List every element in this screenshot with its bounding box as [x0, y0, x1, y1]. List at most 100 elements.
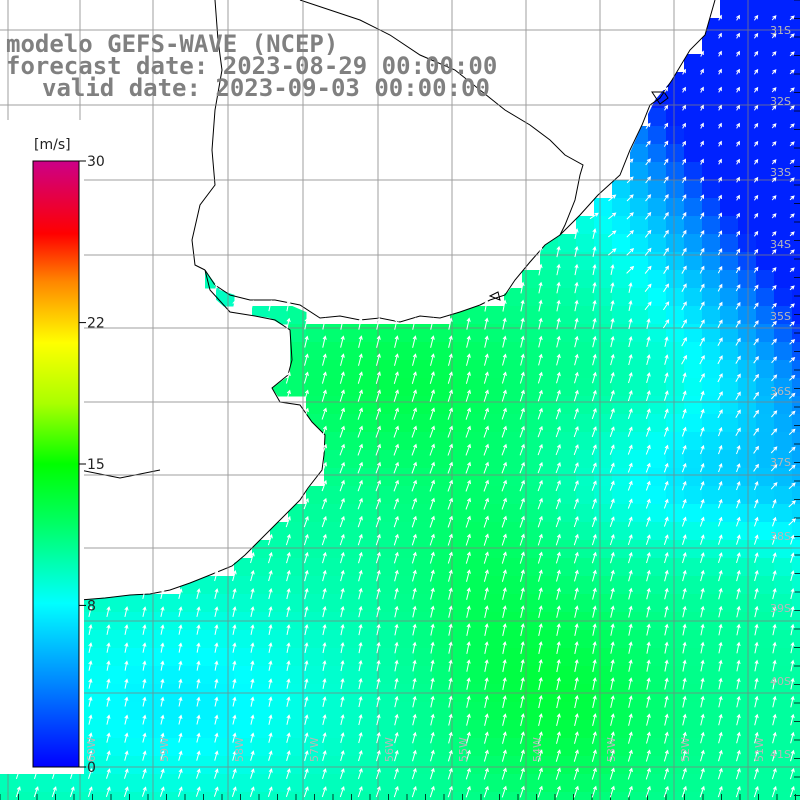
- field-cell: [306, 630, 325, 649]
- wind-arrow: [555, 533, 561, 546]
- longitude-labels: 60W 59W 58W 57W 56W 55W 54W 53W 52W 51W: [85, 737, 766, 762]
- field-cell: [702, 486, 721, 505]
- field-cell: [774, 522, 793, 541]
- wind-arrow: [393, 461, 399, 474]
- wind-arrow: [393, 533, 399, 546]
- field-cell: [630, 432, 649, 451]
- wind-arrow: [790, 659, 795, 672]
- field-cell: [792, 576, 800, 595]
- wind-arrow: [718, 194, 722, 201]
- wind-arrow: [718, 14, 722, 21]
- wind-arrow: [753, 427, 759, 436]
- field-cell: [648, 468, 667, 487]
- wind-arrow: [376, 353, 381, 366]
- field-cell: [522, 432, 541, 451]
- wind-arrow: [645, 767, 651, 780]
- field-cell: [720, 396, 739, 415]
- wind-arrow: [753, 463, 759, 472]
- field-cell: [324, 756, 343, 775]
- field-cell: [522, 702, 541, 721]
- field-cell: [756, 252, 775, 271]
- field-cell: [738, 648, 757, 667]
- field-cell: [684, 216, 703, 235]
- wind-arrow: [628, 659, 633, 672]
- field-cell: [792, 702, 800, 721]
- field-cell: [342, 396, 361, 415]
- field-cell: [702, 288, 721, 307]
- field-cell: [432, 792, 451, 800]
- wind-arrow: [771, 320, 777, 327]
- wind-arrow: [393, 515, 399, 528]
- field-cell: [666, 630, 685, 649]
- field-cell: [630, 702, 649, 721]
- field-cell: [396, 702, 415, 721]
- field-cell: [630, 324, 649, 343]
- wind-arrow: [646, 713, 651, 726]
- field-cell: [252, 540, 271, 559]
- wind-arrow: [321, 533, 327, 546]
- wind-arrow: [250, 750, 255, 761]
- wind-arrow: [664, 86, 669, 93]
- wind-arrow: [646, 587, 651, 600]
- field-cell: [288, 756, 307, 775]
- field-cell: [666, 558, 685, 577]
- wind-arrow: [393, 767, 399, 780]
- field-cell: [180, 756, 199, 775]
- field-cell: [378, 594, 397, 613]
- wind-arrow: [520, 569, 525, 582]
- wind-arrow: [537, 515, 543, 528]
- field-cell: [594, 756, 613, 775]
- wind-arrow: [718, 230, 723, 238]
- field-cell: [180, 720, 199, 739]
- wind-arrow: [645, 534, 651, 545]
- wind-arrow: [357, 461, 363, 474]
- wind-arrow: [339, 497, 345, 510]
- wind-arrow: [357, 515, 363, 528]
- wind-arrow: [718, 534, 723, 545]
- field-cell: [576, 666, 595, 685]
- field-cell: [684, 558, 703, 577]
- field-cell: [342, 540, 361, 559]
- field-cell: [306, 540, 325, 559]
- field-cell: [522, 666, 541, 685]
- wind-arrow: [573, 407, 579, 420]
- field-cell: [414, 342, 433, 361]
- field-cell: [468, 648, 487, 667]
- wind-arrow: [286, 750, 291, 761]
- wind-arrow: [519, 371, 525, 384]
- field-cell: [360, 414, 379, 433]
- wind-arrow: [465, 425, 471, 438]
- field-cell: [702, 396, 721, 415]
- wind-arrow: [430, 623, 435, 636]
- field-cell: [558, 594, 577, 613]
- field-cell: [504, 486, 523, 505]
- wind-arrow: [627, 516, 633, 527]
- wind-arrow: [339, 389, 345, 402]
- wind-arrow: [700, 749, 705, 762]
- wind-arrow: [664, 587, 669, 600]
- field-cell: [126, 702, 145, 721]
- field-cell: [288, 378, 307, 397]
- field-cell: [432, 432, 451, 451]
- wind-arrow: [555, 497, 561, 510]
- wind-arrow: [682, 122, 686, 129]
- field-cell: [792, 0, 800, 19]
- field-cell: [252, 666, 271, 685]
- wind-arrow: [357, 768, 363, 780]
- wind-arrow: [357, 533, 363, 546]
- field-cell: [558, 234, 577, 253]
- wind-arrow: [358, 587, 363, 600]
- wind-arrow: [249, 786, 255, 797]
- wind-arrow: [196, 678, 201, 689]
- field-cell: [180, 774, 199, 793]
- wind-arrow: [718, 605, 723, 618]
- field-cell: [612, 720, 631, 739]
- field-cell: [360, 792, 379, 800]
- field-cell: [576, 270, 595, 289]
- wind-arrow: [196, 696, 201, 707]
- wind-arrow: [717, 319, 723, 328]
- wind-arrow: [375, 407, 381, 420]
- wind-arrow: [645, 211, 652, 220]
- field-cell: [396, 630, 415, 649]
